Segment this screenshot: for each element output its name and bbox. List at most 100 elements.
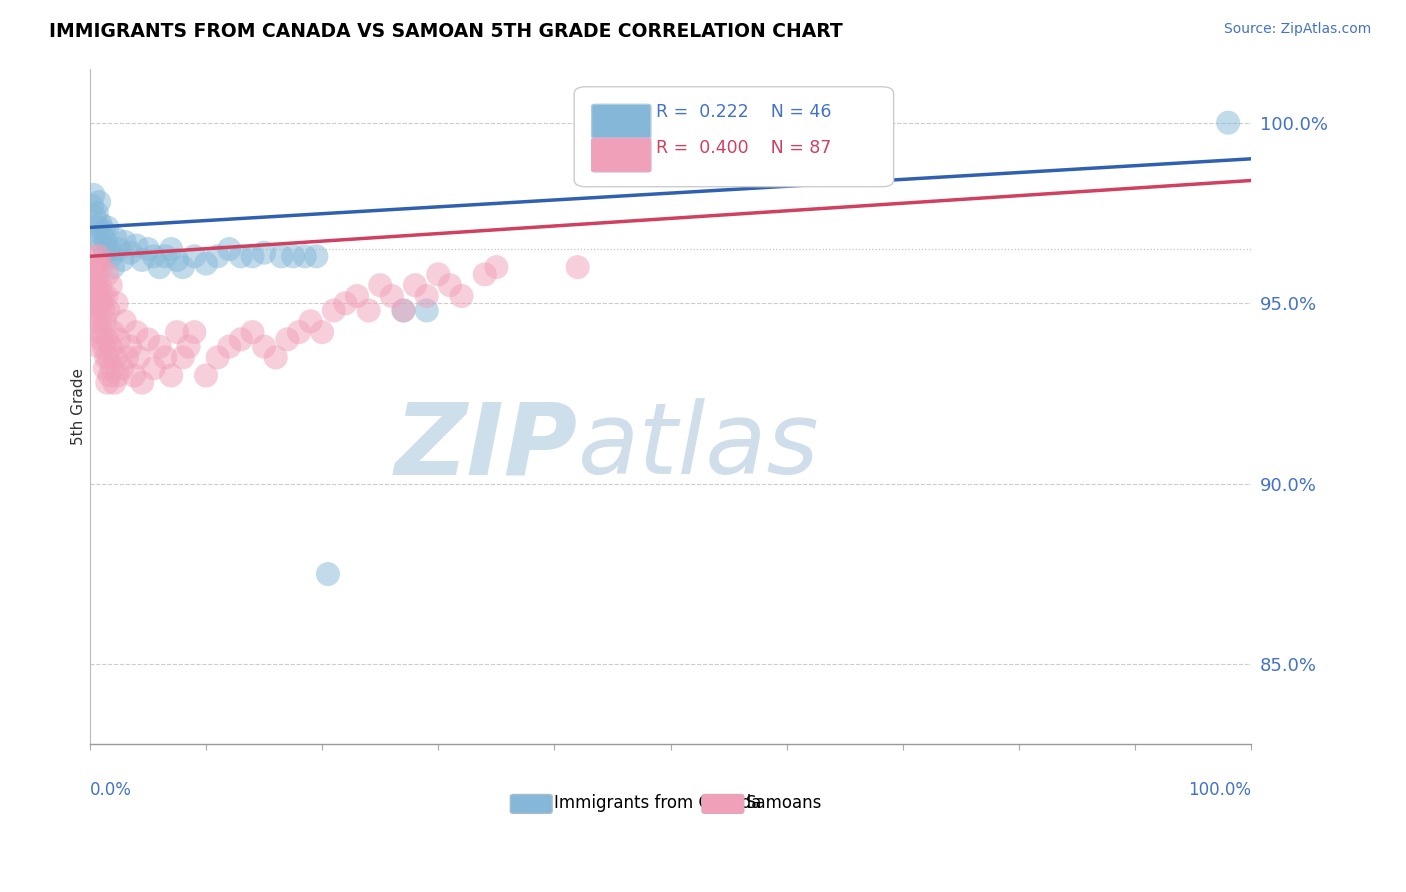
Point: [98, 368, 121, 383]
Point: [86, 206, 108, 220]
Y-axis label: 5th Grade: 5th Grade: [72, 368, 86, 445]
Point: [97, 242, 120, 256]
Point: [89, 217, 111, 231]
Point: [427, 268, 450, 282]
Point: [392, 303, 415, 318]
Point: [111, 361, 134, 376]
Text: Immigrants from Canada: Immigrants from Canada: [554, 794, 762, 813]
Point: [218, 242, 240, 256]
Point: [160, 368, 183, 383]
Point: [207, 351, 229, 365]
Point: [392, 303, 415, 318]
Point: [94, 289, 117, 303]
Point: [270, 249, 292, 263]
Point: [474, 268, 496, 282]
Point: [357, 303, 380, 318]
Point: [183, 325, 205, 339]
Point: [155, 351, 177, 365]
Point: [160, 242, 183, 256]
Point: [94, 351, 117, 365]
Point: [83, 249, 105, 263]
Point: [439, 278, 461, 293]
Point: [242, 325, 264, 339]
Point: [93, 340, 115, 354]
Point: [100, 278, 122, 293]
Point: [87, 325, 110, 339]
Point: [253, 245, 276, 260]
Point: [142, 361, 165, 376]
Point: [89, 340, 111, 354]
Point: [299, 314, 322, 328]
Point: [91, 289, 114, 303]
FancyBboxPatch shape: [574, 87, 894, 186]
Point: [89, 278, 111, 293]
Point: [91, 325, 114, 339]
Point: [207, 249, 229, 263]
Point: [115, 351, 138, 365]
Point: [111, 252, 134, 267]
Point: [96, 268, 118, 282]
Text: ZIP: ZIP: [395, 398, 578, 495]
FancyBboxPatch shape: [702, 795, 744, 814]
Point: [288, 325, 311, 339]
Point: [1218, 116, 1240, 130]
Text: Samoans: Samoans: [747, 794, 823, 813]
Point: [276, 332, 298, 346]
Point: [114, 235, 136, 249]
Point: [84, 231, 107, 245]
Point: [82, 296, 104, 310]
Point: [94, 245, 117, 260]
Point: [82, 199, 104, 213]
Point: [316, 567, 339, 582]
FancyBboxPatch shape: [592, 104, 651, 138]
Point: [86, 314, 108, 328]
Point: [83, 268, 105, 282]
Point: [87, 289, 110, 303]
Point: [104, 351, 127, 365]
Point: [89, 314, 111, 328]
Point: [84, 260, 107, 274]
Point: [91, 238, 114, 252]
Point: [101, 260, 124, 274]
Point: [136, 242, 159, 256]
Point: [450, 289, 472, 303]
Point: [183, 249, 205, 263]
Point: [131, 252, 153, 267]
Point: [172, 260, 194, 274]
FancyBboxPatch shape: [510, 795, 553, 814]
Point: [100, 340, 122, 354]
Point: [83, 210, 105, 224]
Point: [253, 340, 276, 354]
Point: [90, 332, 112, 346]
Point: [122, 368, 145, 383]
Point: [84, 289, 107, 303]
Point: [131, 376, 153, 390]
Point: [103, 376, 125, 390]
Point: [86, 278, 108, 293]
Point: [94, 361, 117, 376]
Point: [94, 235, 117, 249]
Point: [86, 303, 108, 318]
Point: [89, 249, 111, 263]
Point: [114, 314, 136, 328]
Point: [90, 296, 112, 310]
Point: [136, 332, 159, 346]
Point: [93, 303, 115, 318]
Point: [195, 368, 218, 383]
Point: [89, 195, 111, 210]
Point: [101, 361, 124, 376]
Point: [120, 340, 142, 354]
Point: [242, 249, 264, 263]
Point: [368, 278, 391, 293]
Point: [567, 260, 589, 274]
Point: [485, 260, 508, 274]
Point: [346, 289, 368, 303]
Point: [89, 296, 111, 310]
Point: [125, 325, 148, 339]
Point: [166, 325, 188, 339]
Text: R =  0.400    N = 87: R = 0.400 N = 87: [655, 139, 831, 157]
Text: 100.0%: 100.0%: [1188, 781, 1251, 799]
Point: [100, 249, 122, 263]
Point: [125, 238, 148, 252]
Point: [294, 249, 316, 263]
